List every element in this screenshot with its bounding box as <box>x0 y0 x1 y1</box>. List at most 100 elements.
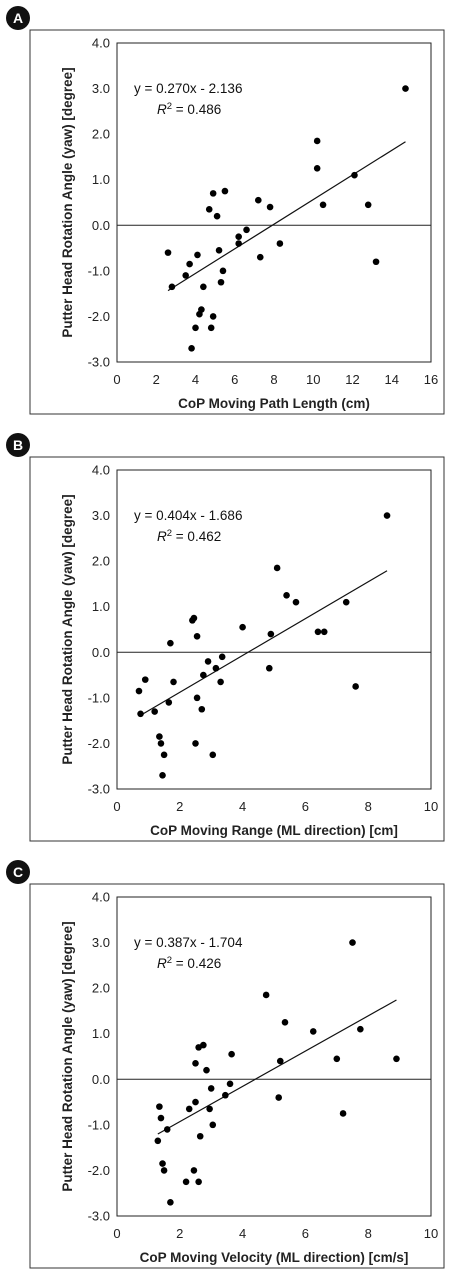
panel-badge-a: A <box>6 6 30 30</box>
x-tick-label: 6 <box>302 799 309 814</box>
data-point <box>170 678 177 686</box>
data-point <box>164 249 172 256</box>
y-axis-title-a: Putter Head Rotation Angle (yaw) [degree… <box>60 67 75 337</box>
x-tick-label: 14 <box>385 372 399 387</box>
y-tick-label: 3.0 <box>92 935 110 950</box>
data-point <box>207 1085 215 1092</box>
y-tick-label: 2.0 <box>92 127 110 142</box>
data-point <box>351 171 358 179</box>
r-squared-label-a: R2 = 0.486 <box>157 101 221 118</box>
data-point <box>192 1098 199 1106</box>
data-point <box>159 772 166 779</box>
x-tick-label: 16 <box>424 372 438 387</box>
y-tick-label: -1.0 <box>88 263 110 278</box>
data-point <box>228 1050 235 1058</box>
x-tick-label: 6 <box>302 1226 309 1241</box>
chart-a: A 4.0 3.0 2.0 1.0 0.0 -1.0 -2.0 -3.00 2 4 6 8 10 12 14 1… <box>6 6 445 415</box>
data-point <box>352 683 359 690</box>
data-point <box>192 740 199 747</box>
data-point <box>221 187 229 195</box>
y-tick-label: 1.0 <box>92 172 110 187</box>
y-tick-label: 0.0 <box>92 645 110 660</box>
data-point <box>217 678 224 686</box>
data-point <box>313 165 321 172</box>
data-point <box>364 201 372 209</box>
data-point <box>320 628 328 636</box>
chart-c: C 4.0 3.0 2.0 1.0 0.0 -1.0 -2.0 -3.00 2 4 6 8 10 CoP M… <box>6 860 445 1269</box>
x-tick-label: 8 <box>270 372 277 387</box>
data-point <box>206 1105 213 1113</box>
data-point <box>151 708 158 715</box>
data-point <box>194 251 201 259</box>
x-tick-label: 10 <box>424 1226 438 1241</box>
r-squared-label-c: R2 = 0.426 <box>157 955 221 972</box>
y-tick-label: 3.0 <box>92 508 110 523</box>
y-tick-label: -2.0 <box>88 736 110 751</box>
x-tick-label: 10 <box>424 799 438 814</box>
x-tick-label: 4 <box>239 799 246 814</box>
data-point <box>196 1132 204 1140</box>
x-tick-label: 10 <box>306 372 320 387</box>
y-tick-label: 4.0 <box>92 36 110 51</box>
data-point <box>372 258 380 266</box>
data-point <box>239 623 246 631</box>
x-tick-label: 0 <box>113 799 120 814</box>
y-tick-label: -3.0 <box>88 782 110 797</box>
regression-line-b <box>138 570 388 717</box>
y-tick-label: -3.0 <box>88 1209 110 1224</box>
data-point <box>256 253 264 261</box>
data-point <box>243 226 250 234</box>
x-tick-label: 4 <box>192 372 199 387</box>
y-tick-label: 2.0 <box>92 981 110 996</box>
data-point <box>200 671 207 679</box>
data-point <box>135 687 143 695</box>
x-tick-label: 8 <box>365 799 372 814</box>
data-point <box>349 939 356 946</box>
panel-badge-c: C <box>6 860 30 884</box>
data-point <box>200 283 207 291</box>
data-point <box>203 1066 210 1074</box>
data-point <box>273 564 281 572</box>
data-point <box>141 676 149 683</box>
data-point <box>235 240 242 247</box>
data-point <box>195 1178 202 1186</box>
data-point <box>357 1025 364 1033</box>
data-point <box>137 710 144 718</box>
data-point <box>168 283 176 291</box>
regression-line-a <box>167 141 406 292</box>
plot-area-a <box>116 42 432 363</box>
data-point <box>265 664 273 672</box>
data-point <box>314 628 322 636</box>
x-axis-title-b: CoP Moving Range (ML direction) [cm] <box>150 823 398 838</box>
data-point <box>209 313 217 320</box>
data-point <box>192 324 199 332</box>
badge-circle-b <box>6 433 30 457</box>
r-squared-label-b: R2 = 0.462 <box>157 528 221 545</box>
data-point <box>313 137 321 145</box>
data-point <box>222 1091 229 1099</box>
data-point <box>235 233 242 240</box>
panel-badge-b: B <box>6 433 30 457</box>
plot-area-c <box>116 896 432 1217</box>
data-point <box>204 658 212 665</box>
data-point <box>165 699 173 706</box>
data-point <box>192 1060 199 1067</box>
badge-circle-c <box>6 860 30 884</box>
data-point <box>190 614 198 622</box>
data-point <box>383 512 391 519</box>
y-tick-label: 0.0 <box>92 218 110 233</box>
data-point <box>339 1110 347 1117</box>
y-tick-label: -2.0 <box>88 1163 110 1178</box>
data-point <box>402 85 409 92</box>
y-tick-label: -1.0 <box>88 690 110 705</box>
data-point <box>309 1028 317 1035</box>
x-tick-label: 0 <box>113 1226 120 1241</box>
y-tick-label: 2.0 <box>92 554 110 569</box>
x-tick-label: 2 <box>176 1226 183 1241</box>
chart-b: B 4.0 3.0 2.0 1.0 0.0 -1.0 -2.0 -3.00 2 4 6 8 10 CoP M… <box>6 433 445 842</box>
data-point <box>266 203 274 211</box>
data-point <box>262 991 270 999</box>
y-tick-label: 4.0 <box>92 463 110 478</box>
data-point <box>157 1114 165 1122</box>
data-point <box>186 260 193 268</box>
